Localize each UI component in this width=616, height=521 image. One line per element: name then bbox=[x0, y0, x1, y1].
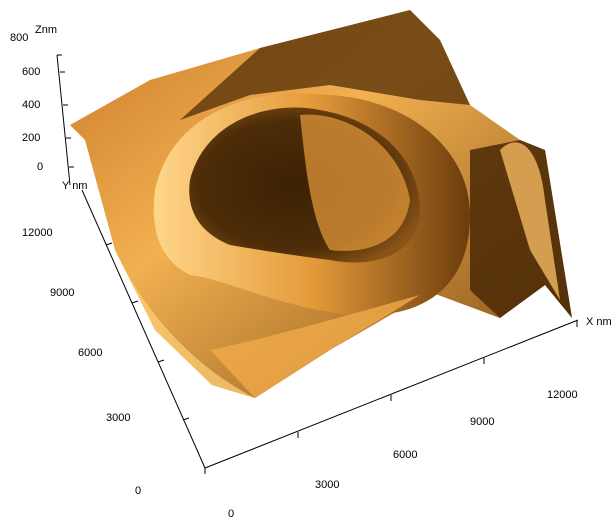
surface bbox=[70, 10, 572, 398]
y-tick bbox=[132, 301, 138, 303]
x-tick-label: 3000 bbox=[315, 479, 339, 491]
z-axis-label: Znm bbox=[35, 24, 57, 36]
z-axis bbox=[57, 55, 70, 185]
x-axis-label: X nm bbox=[586, 316, 612, 328]
z-tick-label: 200 bbox=[22, 132, 40, 144]
x-tick-label: 9000 bbox=[470, 416, 494, 428]
y-tick-label: 6000 bbox=[78, 347, 102, 359]
x-tick-label: 6000 bbox=[393, 449, 417, 461]
y-tick-label: 3000 bbox=[106, 412, 130, 424]
z-tick-label: 600 bbox=[22, 66, 40, 78]
y-tick-label: 9000 bbox=[50, 287, 74, 299]
page: Znm Y nm X nm 800 600 400 200 0 12000 9000 6000… bbox=[0, 0, 616, 521]
z-tick-label: 400 bbox=[22, 99, 40, 111]
z-tick-label: 0 bbox=[37, 161, 43, 173]
y-tick bbox=[183, 418, 189, 420]
z-tick-label: 800 bbox=[10, 32, 28, 44]
x-tick-label: 12000 bbox=[547, 389, 578, 401]
y-axis-label: Y nm bbox=[62, 180, 87, 192]
x-tick-label: 0 bbox=[228, 508, 234, 520]
y-tick-label: 12000 bbox=[22, 227, 53, 239]
y-tick bbox=[106, 243, 112, 245]
afm-figure: Znm Y nm X nm 800 600 400 200 0 12000 9000 6000… bbox=[0, 0, 616, 521]
y-tick bbox=[158, 360, 164, 362]
y-tick-label: 0 bbox=[135, 485, 141, 497]
